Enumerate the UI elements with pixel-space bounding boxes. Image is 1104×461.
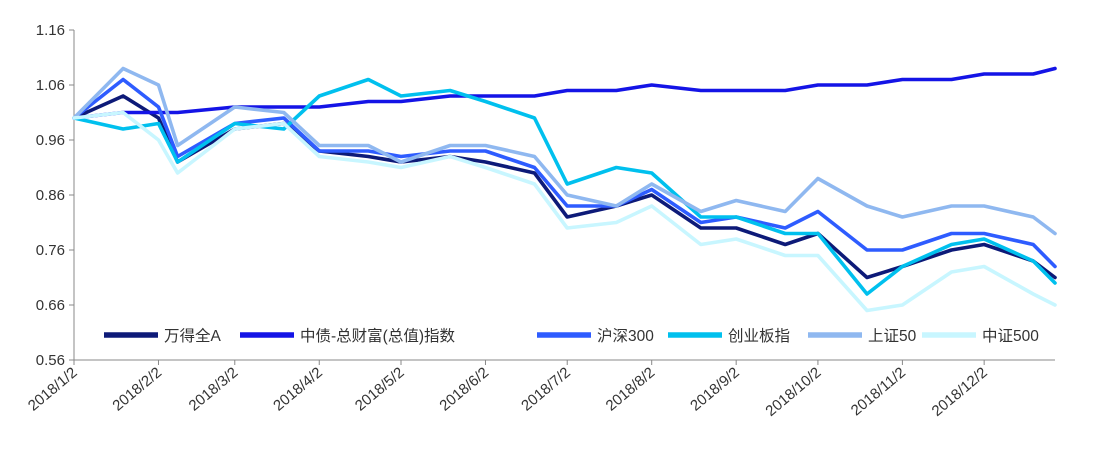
x-tick-label: 2018/12/2 — [929, 364, 991, 420]
x-tick-label: 2018/3/2 — [186, 364, 242, 415]
series-line-3 — [72, 77, 1057, 296]
x-tick-label: 2018/4/2 — [270, 364, 326, 415]
x-tick-label: 2018/8/2 — [603, 364, 659, 415]
y-tick-label: 1.06 — [36, 77, 65, 94]
x-tick-label: 2018/9/2 — [687, 364, 743, 415]
legend: 万得全A 中债-总财富(总值)指数 沪深300 创业板指 上证50 中证500 — [104, 327, 1039, 345]
series-line-5 — [72, 110, 1057, 313]
legend-label: 沪深300 — [597, 327, 654, 345]
legend-label: 万得全A — [164, 327, 222, 345]
series-line-0 — [72, 94, 1057, 280]
x-tick-label: 2018/2/2 — [109, 364, 165, 415]
series-lines — [72, 66, 1057, 313]
y-tick-label: 0.56 — [36, 352, 65, 369]
y-tick-label: 0.66 — [36, 297, 65, 314]
y-tick-label: 0.76 — [36, 242, 65, 259]
legend-label: 中证500 — [982, 327, 1039, 345]
x-tick-label: 2018/10/2 — [762, 364, 824, 420]
x-tick-label: 2018/1/2 — [25, 364, 81, 415]
x-tick-label: 2018/5/2 — [352, 364, 408, 415]
y-tick-label: 1.16 — [36, 22, 65, 39]
x-tick-label: 2018/6/2 — [436, 364, 492, 415]
x-tick-label: 2018/11/2 — [848, 364, 909, 419]
legend-label: 创业板指 — [728, 327, 790, 345]
y-tick-label: 0.96 — [36, 132, 65, 149]
legend-label: 上证50 — [868, 327, 917, 345]
x-tick-label: 2018/7/2 — [518, 364, 574, 415]
legend-label: 中债-总财富(总值)指数 — [300, 327, 455, 345]
series-line-1 — [72, 66, 1057, 120]
series-line-4 — [72, 66, 1057, 236]
y-tick-label: 0.86 — [36, 187, 65, 204]
